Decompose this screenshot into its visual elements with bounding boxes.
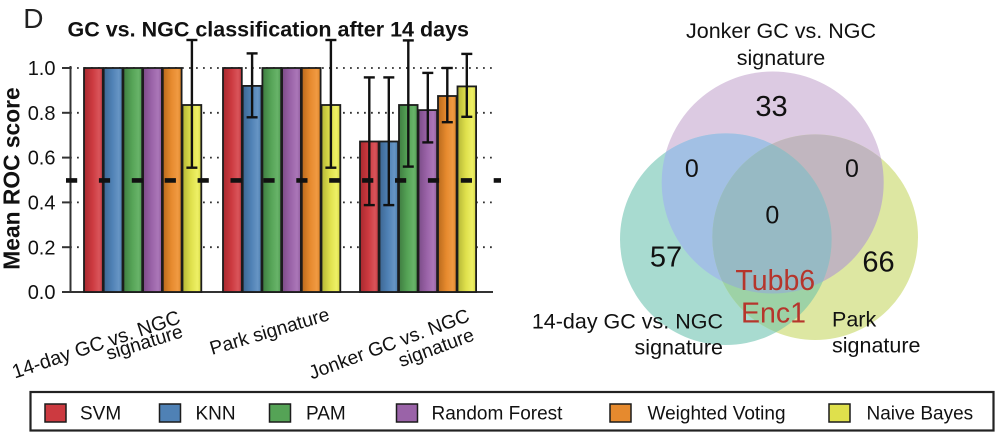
svg-text:Tubb6: Tubb6	[735, 265, 815, 297]
svg-text:33: 33	[755, 91, 787, 123]
svg-text:SVM: SVM	[80, 404, 121, 425]
svg-text:Enc1: Enc1	[741, 298, 806, 330]
svg-text:signature: signature	[832, 334, 920, 358]
svg-text:0.6: 0.6	[28, 148, 56, 170]
svg-text:Random Forest: Random Forest	[432, 404, 564, 425]
svg-text:0.8: 0.8	[28, 103, 56, 125]
svg-text:GC vs. NGC classification afte: GC vs. NGC classification after 14 days	[68, 18, 470, 42]
svg-text:0.0: 0.0	[28, 282, 56, 304]
svg-text:PAM: PAM	[306, 404, 346, 425]
svg-text:Weighted Voting: Weighted Voting	[648, 404, 786, 425]
svg-text:KNN: KNN	[196, 404, 236, 425]
svg-text:0.4: 0.4	[28, 193, 56, 215]
svg-text:0: 0	[765, 202, 779, 230]
svg-text:signature: signature	[737, 46, 825, 70]
svg-text:0: 0	[685, 155, 699, 183]
svg-text:0.2: 0.2	[28, 237, 56, 259]
svg-text:D: D	[23, 3, 43, 34]
svg-text:1.0: 1.0	[28, 58, 56, 80]
svg-text:66: 66	[862, 247, 894, 279]
svg-text:Park: Park	[832, 308, 876, 332]
svg-text:Jonker GC vs. NGC: Jonker GC vs. NGC	[686, 19, 876, 43]
svg-text:signature: signature	[635, 336, 723, 360]
svg-text:Naive Bayes: Naive Bayes	[867, 404, 974, 425]
svg-text:Mean ROC score: Mean ROC score	[0, 87, 25, 269]
svg-text:0: 0	[845, 155, 859, 183]
svg-text:57: 57	[650, 242, 682, 274]
svg-text:Park signature: Park signature	[207, 305, 332, 360]
svg-text:14-day GC vs. NGC: 14-day GC vs. NGC	[532, 310, 723, 334]
